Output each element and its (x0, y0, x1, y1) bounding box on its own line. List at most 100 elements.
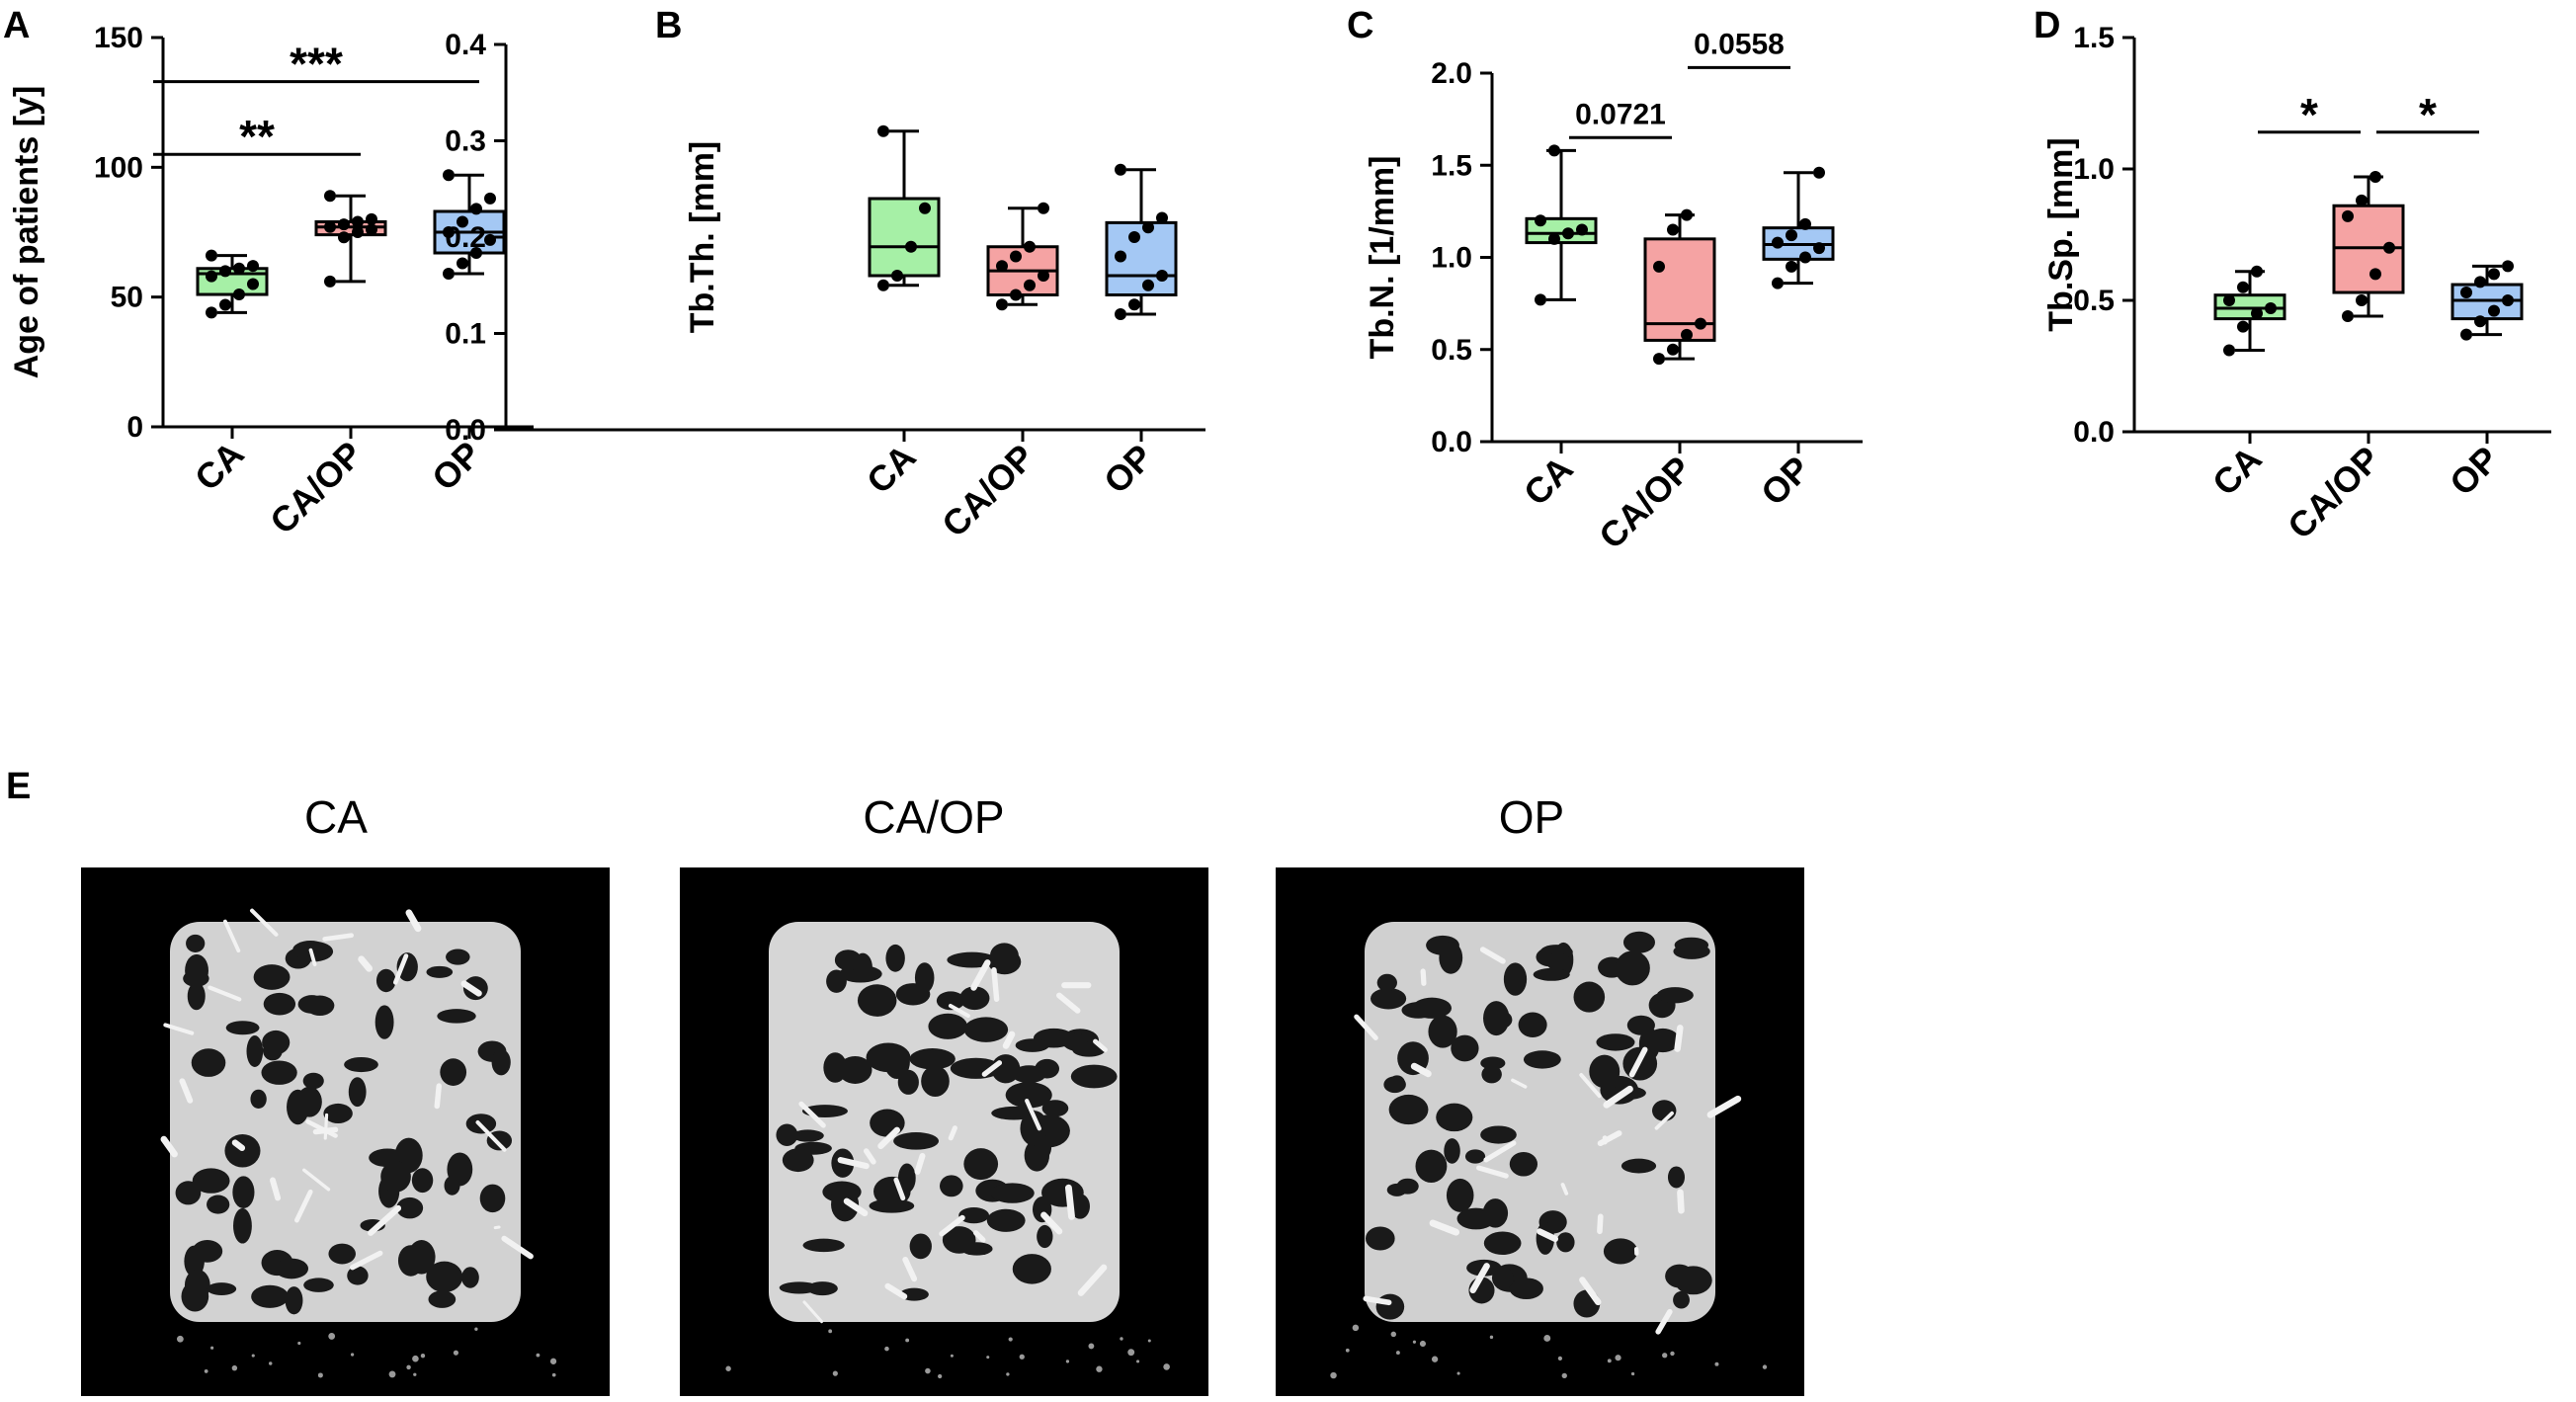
panel-d-data-point (2369, 170, 2381, 183)
pore (1037, 1224, 1053, 1249)
debris-speck (1714, 1361, 1719, 1366)
panel-d-data-point (2460, 328, 2472, 341)
strut (1479, 947, 1506, 964)
pore (426, 1261, 463, 1293)
strut (493, 1225, 501, 1230)
pore (287, 1089, 309, 1125)
panel-b-data-point (1038, 202, 1049, 214)
pore (323, 1103, 353, 1123)
strut (1655, 1308, 1673, 1335)
pore (344, 1056, 378, 1073)
panel-d-comparison-label-2: * (2419, 89, 2437, 140)
panel-c-chart: C Tb.N. [1/mm] 0.0 0.5 1.0 1.5 2.0 CA CA/OP OP 0.0… (1347, 5, 1863, 556)
panel-e-microct: E CA CA/OP OP (6, 766, 1804, 1396)
strut (1628, 1046, 1648, 1078)
debris-speck (350, 1353, 355, 1357)
panel-b-data-point (1142, 221, 1154, 234)
strut (1537, 1228, 1559, 1243)
panel-a-data-point (470, 203, 482, 215)
strut (948, 1125, 957, 1141)
bone-block (769, 922, 1120, 1322)
debris-speck (388, 1370, 396, 1378)
panel-a-data-point (324, 275, 336, 288)
pore (428, 1290, 457, 1308)
pore (192, 1239, 223, 1263)
debris-speck (1561, 1372, 1567, 1379)
strut (802, 1300, 824, 1324)
pore (1645, 1028, 1680, 1053)
pore (374, 1005, 394, 1039)
strut (863, 1148, 876, 1165)
pore (1481, 1065, 1502, 1084)
strut (1064, 1184, 1075, 1220)
panel-b-data-point (1024, 240, 1036, 253)
panel-b-box-ca-op (986, 202, 1059, 311)
panel-a-data-point (457, 215, 468, 228)
pore (1371, 987, 1407, 1010)
panel-a-data-point (219, 298, 231, 311)
panel-a-data-point (457, 257, 468, 270)
pore (274, 1258, 309, 1279)
strut (1579, 1073, 1602, 1099)
pore (1615, 950, 1650, 986)
strut (1420, 968, 1427, 986)
pore (1015, 1038, 1049, 1052)
pore (1546, 952, 1569, 971)
pore (375, 968, 396, 993)
strut (322, 933, 354, 942)
panel-a-data-point (206, 306, 217, 319)
panel-c-data-point (1548, 144, 1560, 157)
debris-speck (1456, 1371, 1460, 1375)
debris-speck (1412, 1340, 1417, 1344)
debris-speck (828, 1329, 833, 1334)
debris-speck (474, 1327, 478, 1331)
pore (479, 1184, 506, 1213)
debris-speck (1615, 1355, 1621, 1361)
pore (1622, 931, 1655, 953)
strut (405, 909, 422, 933)
pore (328, 1243, 356, 1265)
strut (1483, 1140, 1517, 1163)
pore (1005, 1082, 1052, 1109)
panel-a-data-point (443, 226, 455, 238)
pore (207, 1282, 237, 1296)
strut (1511, 1078, 1528, 1089)
panel-b-data-point (1038, 270, 1049, 282)
panel-a-x-tick-label-ca-op: CA/OP (262, 434, 371, 542)
pore (1386, 1183, 1407, 1196)
debris-speck (1670, 1351, 1675, 1357)
micro-image-ca (81, 867, 610, 1396)
pore (963, 1017, 1009, 1042)
debris-speck (1557, 1356, 1563, 1361)
pore (991, 1106, 1037, 1120)
pore (262, 1030, 291, 1055)
trabecular-structure (160, 908, 557, 1378)
strut (1677, 1189, 1685, 1214)
debris-speck (317, 1372, 323, 1378)
panel-d-data-point (2223, 344, 2235, 357)
debris-speck (905, 1338, 910, 1343)
pore (897, 1069, 919, 1095)
panel-a-data-point (484, 192, 496, 205)
pore (1444, 1138, 1460, 1164)
pore (250, 1089, 267, 1110)
strut (368, 1204, 402, 1236)
pore (1451, 1034, 1479, 1062)
strut (302, 1168, 331, 1192)
panel-d-data-point (2251, 307, 2263, 320)
debris-speck (420, 1353, 426, 1359)
debris-speck (251, 1354, 255, 1358)
pore (914, 962, 935, 994)
panel-a-data-point (338, 218, 350, 231)
debris-speck (1607, 1359, 1612, 1363)
panel-b-y-tick-label: 0.3 (445, 125, 486, 158)
pore (397, 1245, 424, 1277)
panel-c-box-ca (1525, 144, 1598, 306)
panel-a-data-point (233, 262, 245, 275)
debris-speck (1127, 1349, 1135, 1357)
debris-speck (925, 1367, 931, 1374)
panel-b-box-op (1105, 163, 1178, 320)
debris-speck (1163, 1363, 1170, 1370)
panel-b-y-axis-label: Tb.Th. [mm] (684, 141, 721, 334)
pore (1446, 1178, 1474, 1212)
